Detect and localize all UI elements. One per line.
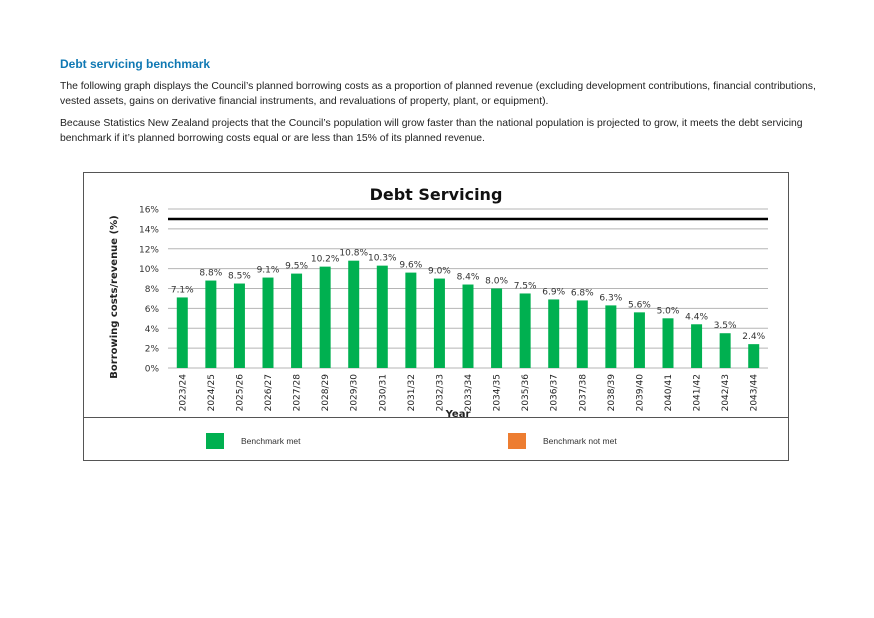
bar [491, 288, 503, 368]
data-label: 10.2% [311, 255, 340, 265]
y-tick-label: 0% [145, 365, 160, 375]
data-label: 6.3% [599, 293, 622, 303]
legend-label-met: Benchmark met [241, 436, 301, 446]
intro-paragraph: The following graph displays the Council… [60, 81, 816, 107]
bar [662, 318, 674, 368]
data-label: 9.0% [428, 267, 451, 277]
data-label: 2.4% [742, 332, 765, 342]
bar [719, 333, 731, 368]
y-axis-label: Borrowing costs/revenue (%) [109, 215, 120, 378]
bar [633, 312, 645, 368]
data-label: 7.1% [171, 285, 194, 295]
x-axis-label: Year [445, 409, 471, 417]
y-tick-label: 8% [145, 285, 160, 295]
y-tick-label: 16% [139, 206, 159, 216]
x-tick-label: 2030/31 [378, 374, 388, 411]
x-tick-label: 2025/26 [235, 374, 245, 412]
data-label: 5.0% [657, 306, 680, 316]
data-label: 7.5% [514, 281, 537, 291]
x-tick-label: 2038/39 [607, 374, 617, 412]
x-tick-label: 2039/40 [635, 374, 645, 412]
x-tick-label: 2042/43 [721, 374, 731, 411]
x-tick-label: 2026/27 [264, 374, 274, 411]
benchmark-paragraph: Because Statistics New Zealand projects … [60, 118, 803, 144]
x-tick-label: 2024/25 [207, 374, 217, 411]
y-tick-label: 12% [139, 245, 159, 255]
x-tick-label: 2033/34 [464, 374, 474, 412]
data-label: 5.6% [628, 300, 651, 310]
bar [348, 260, 360, 368]
chart-title: Debt Servicing [370, 185, 503, 204]
x-tick-label: 2027/28 [293, 374, 303, 412]
data-label: 9.6% [399, 261, 422, 271]
legend-divider [84, 417, 788, 418]
bar [576, 300, 588, 368]
data-label: 4.4% [685, 312, 708, 322]
x-tick-label: 2041/42 [693, 374, 703, 411]
data-label: 6.9% [542, 287, 565, 297]
legend-item-not-met: Benchmark not met [508, 433, 617, 449]
data-label: 3.5% [714, 321, 737, 331]
data-label: 9.5% [285, 262, 308, 272]
bar [205, 280, 217, 368]
y-tick-label: 2% [145, 345, 160, 355]
data-label: 8.0% [485, 277, 508, 287]
bar [376, 265, 388, 368]
bar [262, 277, 274, 368]
bar [605, 305, 617, 368]
data-label: 9.1% [257, 266, 280, 276]
x-tick-label: 2023/24 [178, 374, 188, 412]
data-label: 10.8% [339, 249, 368, 259]
legend-swatch-met [206, 433, 224, 449]
bar [462, 284, 474, 368]
bar [748, 344, 760, 368]
chart-plot: Debt Servicing 0% 2% 4% 6% 8% 10% 12% 14% 16% 7.1%… [109, 185, 768, 417]
y-tick-label: 14% [139, 225, 159, 235]
legend-label-not-met: Benchmark not met [543, 436, 617, 446]
bar [691, 324, 703, 368]
data-label: 10.3% [368, 254, 397, 264]
bar [176, 297, 188, 368]
x-tick-label: 2037/38 [578, 374, 588, 412]
bar [233, 283, 245, 368]
bar [405, 272, 417, 368]
x-tick-label: 2031/32 [407, 374, 417, 411]
debt-servicing-chart: Debt Servicing 0% 2% 4% 6% 8% 10% 12% 14% 16% 7.1%… [83, 172, 789, 461]
data-label: 8.4% [457, 273, 480, 283]
legend-item-met: Benchmark met [206, 433, 301, 449]
bar [548, 299, 560, 368]
y-tick-label: 10% [139, 265, 159, 275]
x-tick-label: 2036/37 [550, 374, 560, 411]
y-tick-label: 4% [145, 325, 160, 335]
y-tick-label: 6% [145, 305, 160, 315]
bar [433, 278, 445, 368]
x-tick-label: 2043/44 [750, 374, 760, 412]
x-tick-label: 2029/30 [350, 374, 360, 412]
bar [291, 273, 303, 368]
x-tick-label: 2032/33 [435, 374, 445, 411]
bar [519, 293, 531, 368]
section-heading: Debt servicing benchmark [60, 57, 211, 71]
x-tick-label: 2040/41 [664, 374, 674, 411]
bar [319, 266, 331, 368]
x-tick-label: 2035/36 [521, 374, 531, 412]
data-label: 6.8% [571, 288, 594, 298]
legend-swatch-not-met [508, 433, 526, 449]
x-tick-label: 2028/29 [321, 374, 331, 412]
data-label: 8.5% [228, 272, 251, 282]
data-label: 8.8% [199, 269, 222, 279]
x-tick-label: 2034/35 [493, 374, 503, 411]
